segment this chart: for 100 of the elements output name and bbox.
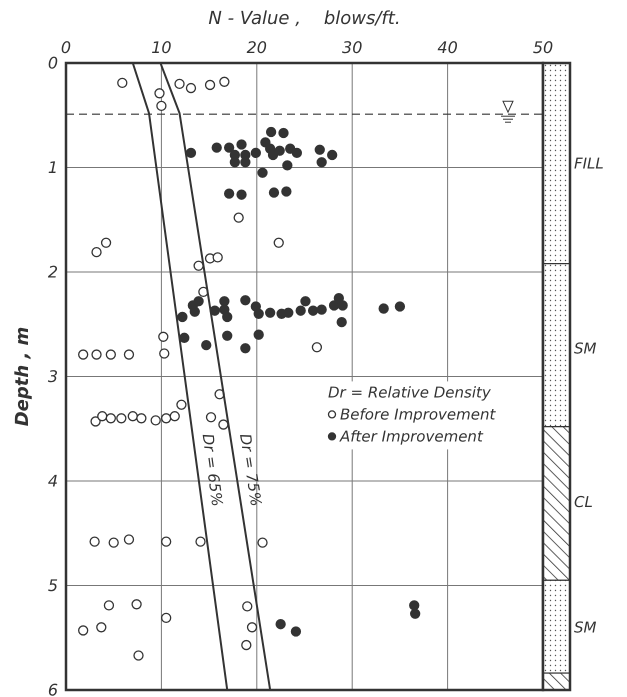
x-tick-label: 30	[342, 38, 362, 57]
point	[266, 126, 276, 138]
point	[316, 157, 327, 168]
text: SM	[574, 618, 597, 637]
point	[283, 308, 294, 318]
point	[222, 330, 232, 341]
point	[274, 146, 285, 156]
point	[222, 312, 232, 322]
point	[154, 88, 165, 98]
point	[219, 76, 230, 87]
point	[116, 413, 126, 424]
point	[394, 301, 406, 312]
point	[190, 306, 200, 317]
point	[177, 312, 188, 322]
point	[234, 212, 244, 223]
point	[274, 238, 284, 248]
point	[254, 330, 264, 340]
point	[278, 128, 289, 138]
y-tick-label: 3	[48, 367, 58, 386]
point	[159, 348, 170, 359]
x-tick-label: 10	[151, 38, 172, 57]
point	[161, 536, 172, 547]
point	[254, 308, 264, 319]
point	[193, 296, 204, 306]
point	[193, 260, 204, 271]
point	[212, 142, 222, 153]
legend-title: Dr = Relative Density	[328, 383, 492, 402]
point	[78, 349, 88, 360]
text: Dr = 65%	[198, 432, 226, 508]
point	[314, 144, 325, 155]
point	[161, 612, 172, 624]
point	[89, 536, 100, 547]
point	[224, 142, 234, 153]
y-axis-title: Depth , m	[12, 326, 33, 426]
point	[240, 343, 250, 354]
point	[174, 78, 185, 90]
point	[90, 416, 101, 427]
point	[136, 413, 147, 424]
point	[242, 601, 252, 612]
point	[265, 308, 276, 318]
point	[224, 188, 234, 199]
point	[108, 538, 119, 548]
point	[206, 412, 216, 422]
point	[133, 650, 144, 661]
point	[257, 538, 268, 548]
point	[100, 238, 112, 248]
point	[240, 157, 250, 168]
point	[316, 304, 327, 315]
point	[212, 252, 223, 263]
x-tick-label: 20	[246, 38, 267, 57]
point	[257, 168, 268, 178]
point	[268, 187, 280, 198]
point	[170, 411, 180, 422]
text: FILL	[574, 154, 604, 173]
point	[218, 419, 229, 430]
y-tick-label: 5	[48, 576, 58, 596]
point	[327, 150, 338, 160]
legend-label: After Improvement	[339, 427, 484, 446]
point	[161, 413, 172, 424]
x-tick-label: 0	[60, 38, 72, 57]
point	[246, 622, 258, 632]
point	[338, 300, 348, 311]
point	[201, 340, 212, 350]
point	[300, 296, 311, 306]
point	[240, 295, 250, 306]
point	[410, 608, 420, 619]
point	[186, 82, 196, 94]
point	[78, 625, 88, 636]
point	[265, 144, 276, 154]
point	[409, 600, 420, 611]
y-tick-label: 1	[48, 158, 58, 178]
point	[124, 534, 134, 545]
point	[236, 139, 247, 150]
x-tick-label: 50	[532, 38, 554, 57]
point	[124, 349, 134, 360]
point	[250, 148, 261, 158]
y-tick-label: 0	[48, 54, 58, 73]
text: SM	[574, 340, 597, 358]
point	[106, 413, 116, 424]
point	[230, 157, 240, 168]
point	[91, 246, 102, 258]
point	[179, 332, 190, 343]
x-tick-label: 40	[437, 38, 458, 57]
point	[282, 160, 292, 171]
point	[281, 186, 292, 197]
point	[312, 342, 322, 352]
point	[158, 332, 168, 342]
legend-label: Before Improvement	[340, 405, 496, 424]
point	[186, 148, 196, 158]
point	[334, 292, 344, 304]
point	[276, 619, 286, 630]
point	[296, 306, 306, 316]
point	[292, 148, 302, 158]
point	[131, 599, 142, 610]
text: Dr = 75%	[236, 432, 266, 508]
point	[128, 411, 138, 422]
y-tick-label: 2	[48, 262, 58, 282]
point	[336, 317, 347, 328]
x-axis-title: N - Value , blows/ft.	[208, 8, 401, 29]
point	[308, 306, 318, 316]
